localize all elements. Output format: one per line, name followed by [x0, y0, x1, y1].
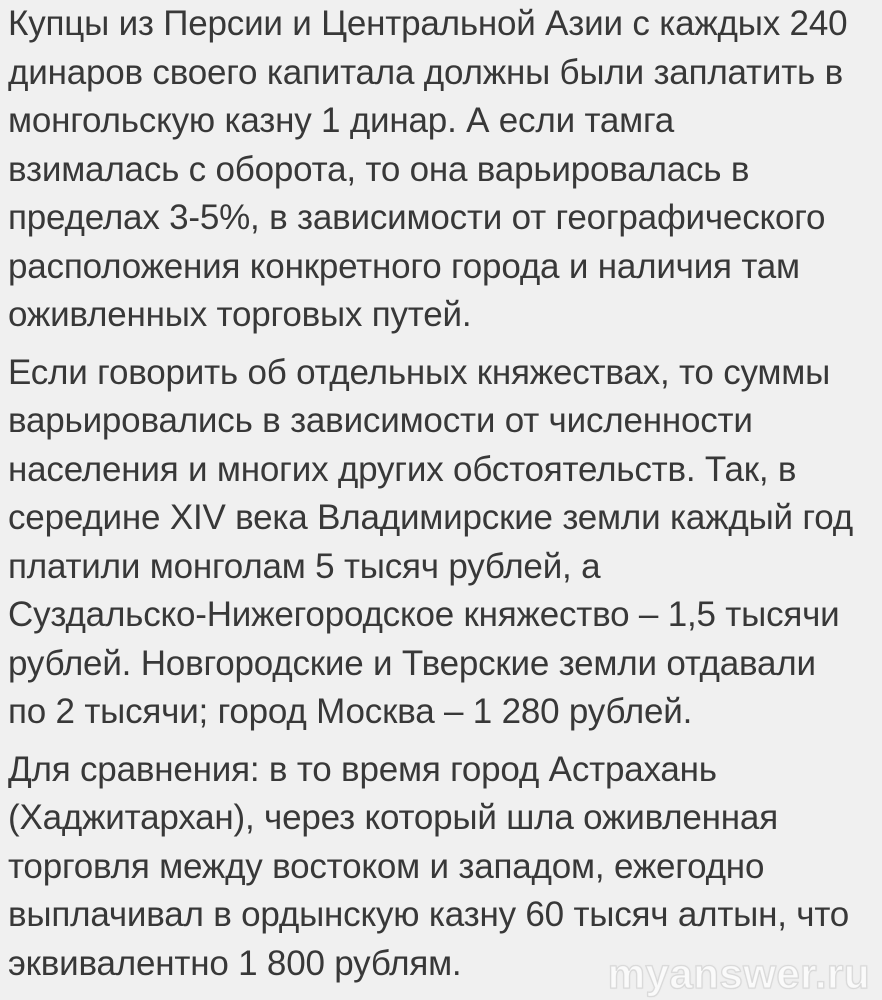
text-line: варьировались в зависимости от численнос… — [8, 401, 753, 440]
text-line: середине XIV века Владимирские земли каж… — [8, 498, 853, 537]
text-line: расположения конкретного города и наличи… — [8, 246, 800, 286]
text-line: Для сравнения: в то время город Астрахан… — [8, 749, 717, 789]
text-line: по 2 тысячи; город Москва – 1 280 рублей… — [8, 692, 693, 731]
text-line: Купцы из Персии и Центральной Азии с каж… — [8, 4, 848, 43]
text-line: монгольскую казну 1 динар. А если тамга — [8, 101, 675, 140]
text-line: выплачивал в ордынскую казну 60 тысяч ал… — [8, 895, 850, 934]
text-line: динаров своего капитала должны были запл… — [8, 52, 844, 92]
text-line: пределах 3-5%, в зависимости от географи… — [8, 198, 826, 237]
text-line: взималась с оборота, то она варьировалас… — [8, 149, 750, 189]
text-line: населения и многих других обстоятельств.… — [8, 449, 797, 489]
text-line: Если говорить об отдельных княжествах, т… — [8, 352, 831, 392]
text-line: платили монголам 5 тысяч рублей, а — [8, 546, 601, 586]
text-line: эквивалентно 1 800 рублям. — [8, 943, 462, 983]
paragraph: Купцы из Персии и Центральной Азии с каж… — [8, 0, 874, 340]
text-line: торговля между востоком и западом, ежего… — [8, 846, 765, 886]
text-line: рублей. Новгородские и Тверские земли от… — [8, 643, 816, 683]
paragraph: Для сравнения: в то время город Астрахан… — [8, 746, 874, 989]
text-line: оживленных торговых путей. — [8, 295, 472, 334]
text-line: (Хаджитархан), через который шла оживлен… — [8, 798, 778, 837]
text-line: Суздальско-Нижегородское княжество – 1,5… — [8, 595, 840, 634]
paragraph: Если говорить об отдельных княжествах, т… — [8, 349, 874, 737]
